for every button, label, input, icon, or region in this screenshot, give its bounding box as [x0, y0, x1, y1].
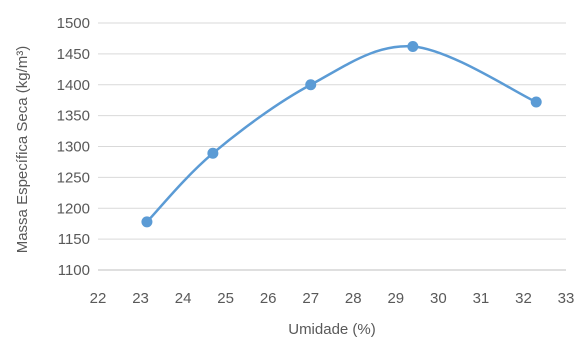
x-tick-label: 25	[217, 290, 234, 307]
x-tick-label: 22	[90, 290, 107, 307]
y-tick-label: 1450	[57, 46, 90, 63]
data-point	[141, 216, 153, 228]
x-tick-label: 28	[345, 290, 362, 307]
data-point	[530, 96, 542, 108]
y-tick-label: 1500	[57, 15, 90, 32]
x-tick-label: 33	[558, 290, 575, 307]
x-tick-label: 30	[430, 290, 447, 307]
y-tick-label: 1350	[57, 108, 90, 125]
data-point	[407, 40, 419, 52]
series-line	[146, 45, 537, 223]
y-tick-label: 1300	[57, 139, 90, 156]
y-tick-label: 1150	[58, 231, 90, 248]
y-tick-label: 1400	[57, 77, 90, 94]
data-point	[207, 147, 219, 159]
y-axis-title: Massa Específica Seca (kg/m³)	[14, 46, 31, 254]
x-tick-label: 24	[175, 290, 192, 307]
x-tick-label: 26	[260, 290, 277, 307]
x-tick-label: 31	[473, 290, 490, 307]
data-point	[305, 79, 317, 91]
grid	[98, 22, 566, 240]
y-tick-label: 1200	[57, 200, 90, 217]
x-tick-label: 27	[302, 290, 319, 307]
y-tick-label: 1250	[57, 169, 90, 186]
series	[141, 40, 542, 228]
y-tick-label: 1100	[58, 262, 90, 279]
x-tick-label: 29	[387, 290, 404, 307]
x-axis-title: Umidade (%)	[288, 321, 376, 338]
x-tick-label: 32	[515, 290, 532, 307]
tick-labels: 1100 1150 1200 1250 1300 1350 1400 1450 1500 22 23…	[57, 15, 575, 307]
x-tick-label: 23	[132, 290, 149, 307]
